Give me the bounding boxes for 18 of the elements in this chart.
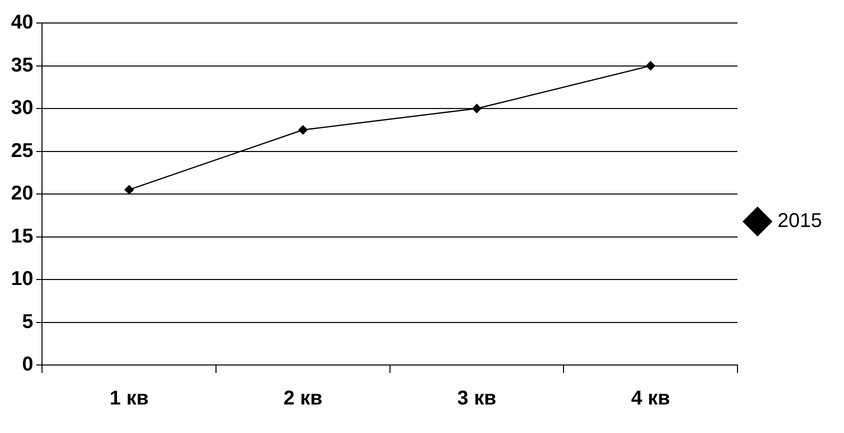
y-tick-label: 35 xyxy=(10,54,34,76)
point xyxy=(298,125,308,134)
y-tick-label: 10 xyxy=(10,268,34,290)
x-tick-label: 3 кв xyxy=(457,388,496,410)
y-tick-label: 5 xyxy=(22,310,34,333)
point xyxy=(472,104,482,114)
point xyxy=(124,185,134,194)
y-tick-label: 25 xyxy=(10,140,34,162)
y-tick-label: 15 xyxy=(10,225,34,248)
point xyxy=(646,61,656,70)
y-tick-label: 0 xyxy=(22,354,34,376)
x-tick-label: 4 кв xyxy=(631,388,670,410)
legend-label: 2015 xyxy=(778,210,822,232)
y-tick-label: 30 xyxy=(10,97,34,120)
y-tick-label: 40 xyxy=(10,12,34,34)
y-tick-label: 20 xyxy=(10,182,34,205)
x-tick-label: 1 кв xyxy=(110,388,149,410)
x-tick-label: 2 кв xyxy=(283,388,322,410)
